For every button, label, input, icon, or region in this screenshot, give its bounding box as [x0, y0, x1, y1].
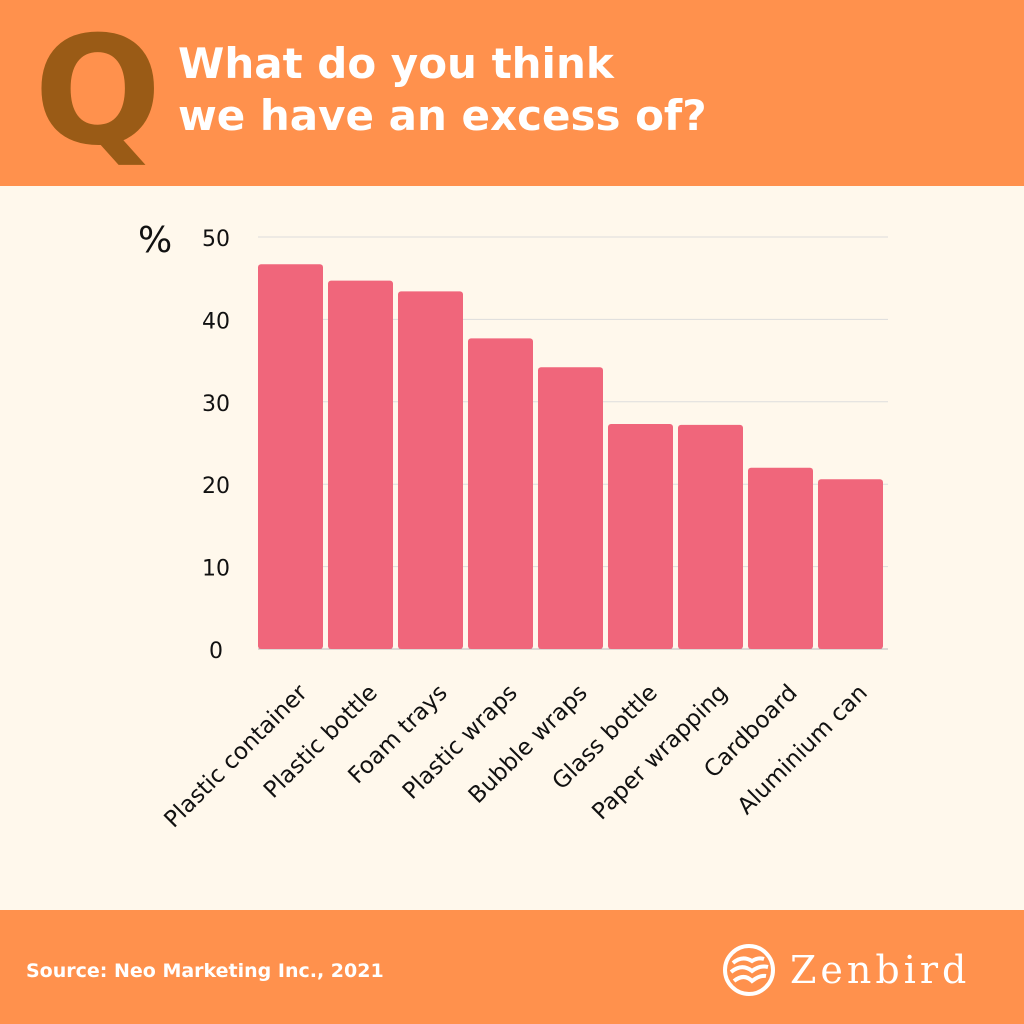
- bar-paper-wrapping: [678, 424, 743, 649]
- y-tick-label: 10: [202, 557, 230, 582]
- q-letter: Q: [34, 5, 162, 179]
- page-title: What do you think we have an excess of?: [178, 38, 878, 142]
- bar-aluminium-can: [818, 479, 883, 649]
- bar-plastic-bottle: [328, 280, 393, 649]
- zenbird-bird-icon: [723, 944, 775, 996]
- y-tick-label: 40: [202, 309, 230, 334]
- y-tick-label: 30: [202, 392, 230, 417]
- y-tick-label: 50: [202, 227, 230, 252]
- title-line-2: we have an excess of?: [178, 91, 707, 140]
- y-tick-label: 0: [209, 639, 223, 664]
- x-tick-label: Aluminium can: [733, 680, 873, 820]
- header-banner: Q What do you think we have an excess of…: [0, 0, 1024, 186]
- bar-plastic-wraps: [468, 338, 533, 649]
- bar-cardboard: [748, 467, 813, 649]
- footer-banner: [0, 910, 1024, 1024]
- x-tick-label: Bubble wraps: [464, 680, 593, 809]
- y-axis-label: %: [138, 220, 172, 261]
- y-tick-label: 20: [202, 474, 230, 499]
- source-text: Source: Neo Marketing Inc., 2021: [26, 960, 384, 982]
- bar-bubble-wraps: [538, 367, 603, 649]
- bar-foam-trays: [398, 291, 463, 649]
- bar-glass-bottle: [608, 424, 673, 649]
- bar-plastic-container: [258, 264, 323, 649]
- title-line-1: What do you think: [178, 39, 614, 88]
- zenbird-logo: Zenbird: [722, 943, 970, 997]
- brand-name: Zenbird: [790, 948, 971, 992]
